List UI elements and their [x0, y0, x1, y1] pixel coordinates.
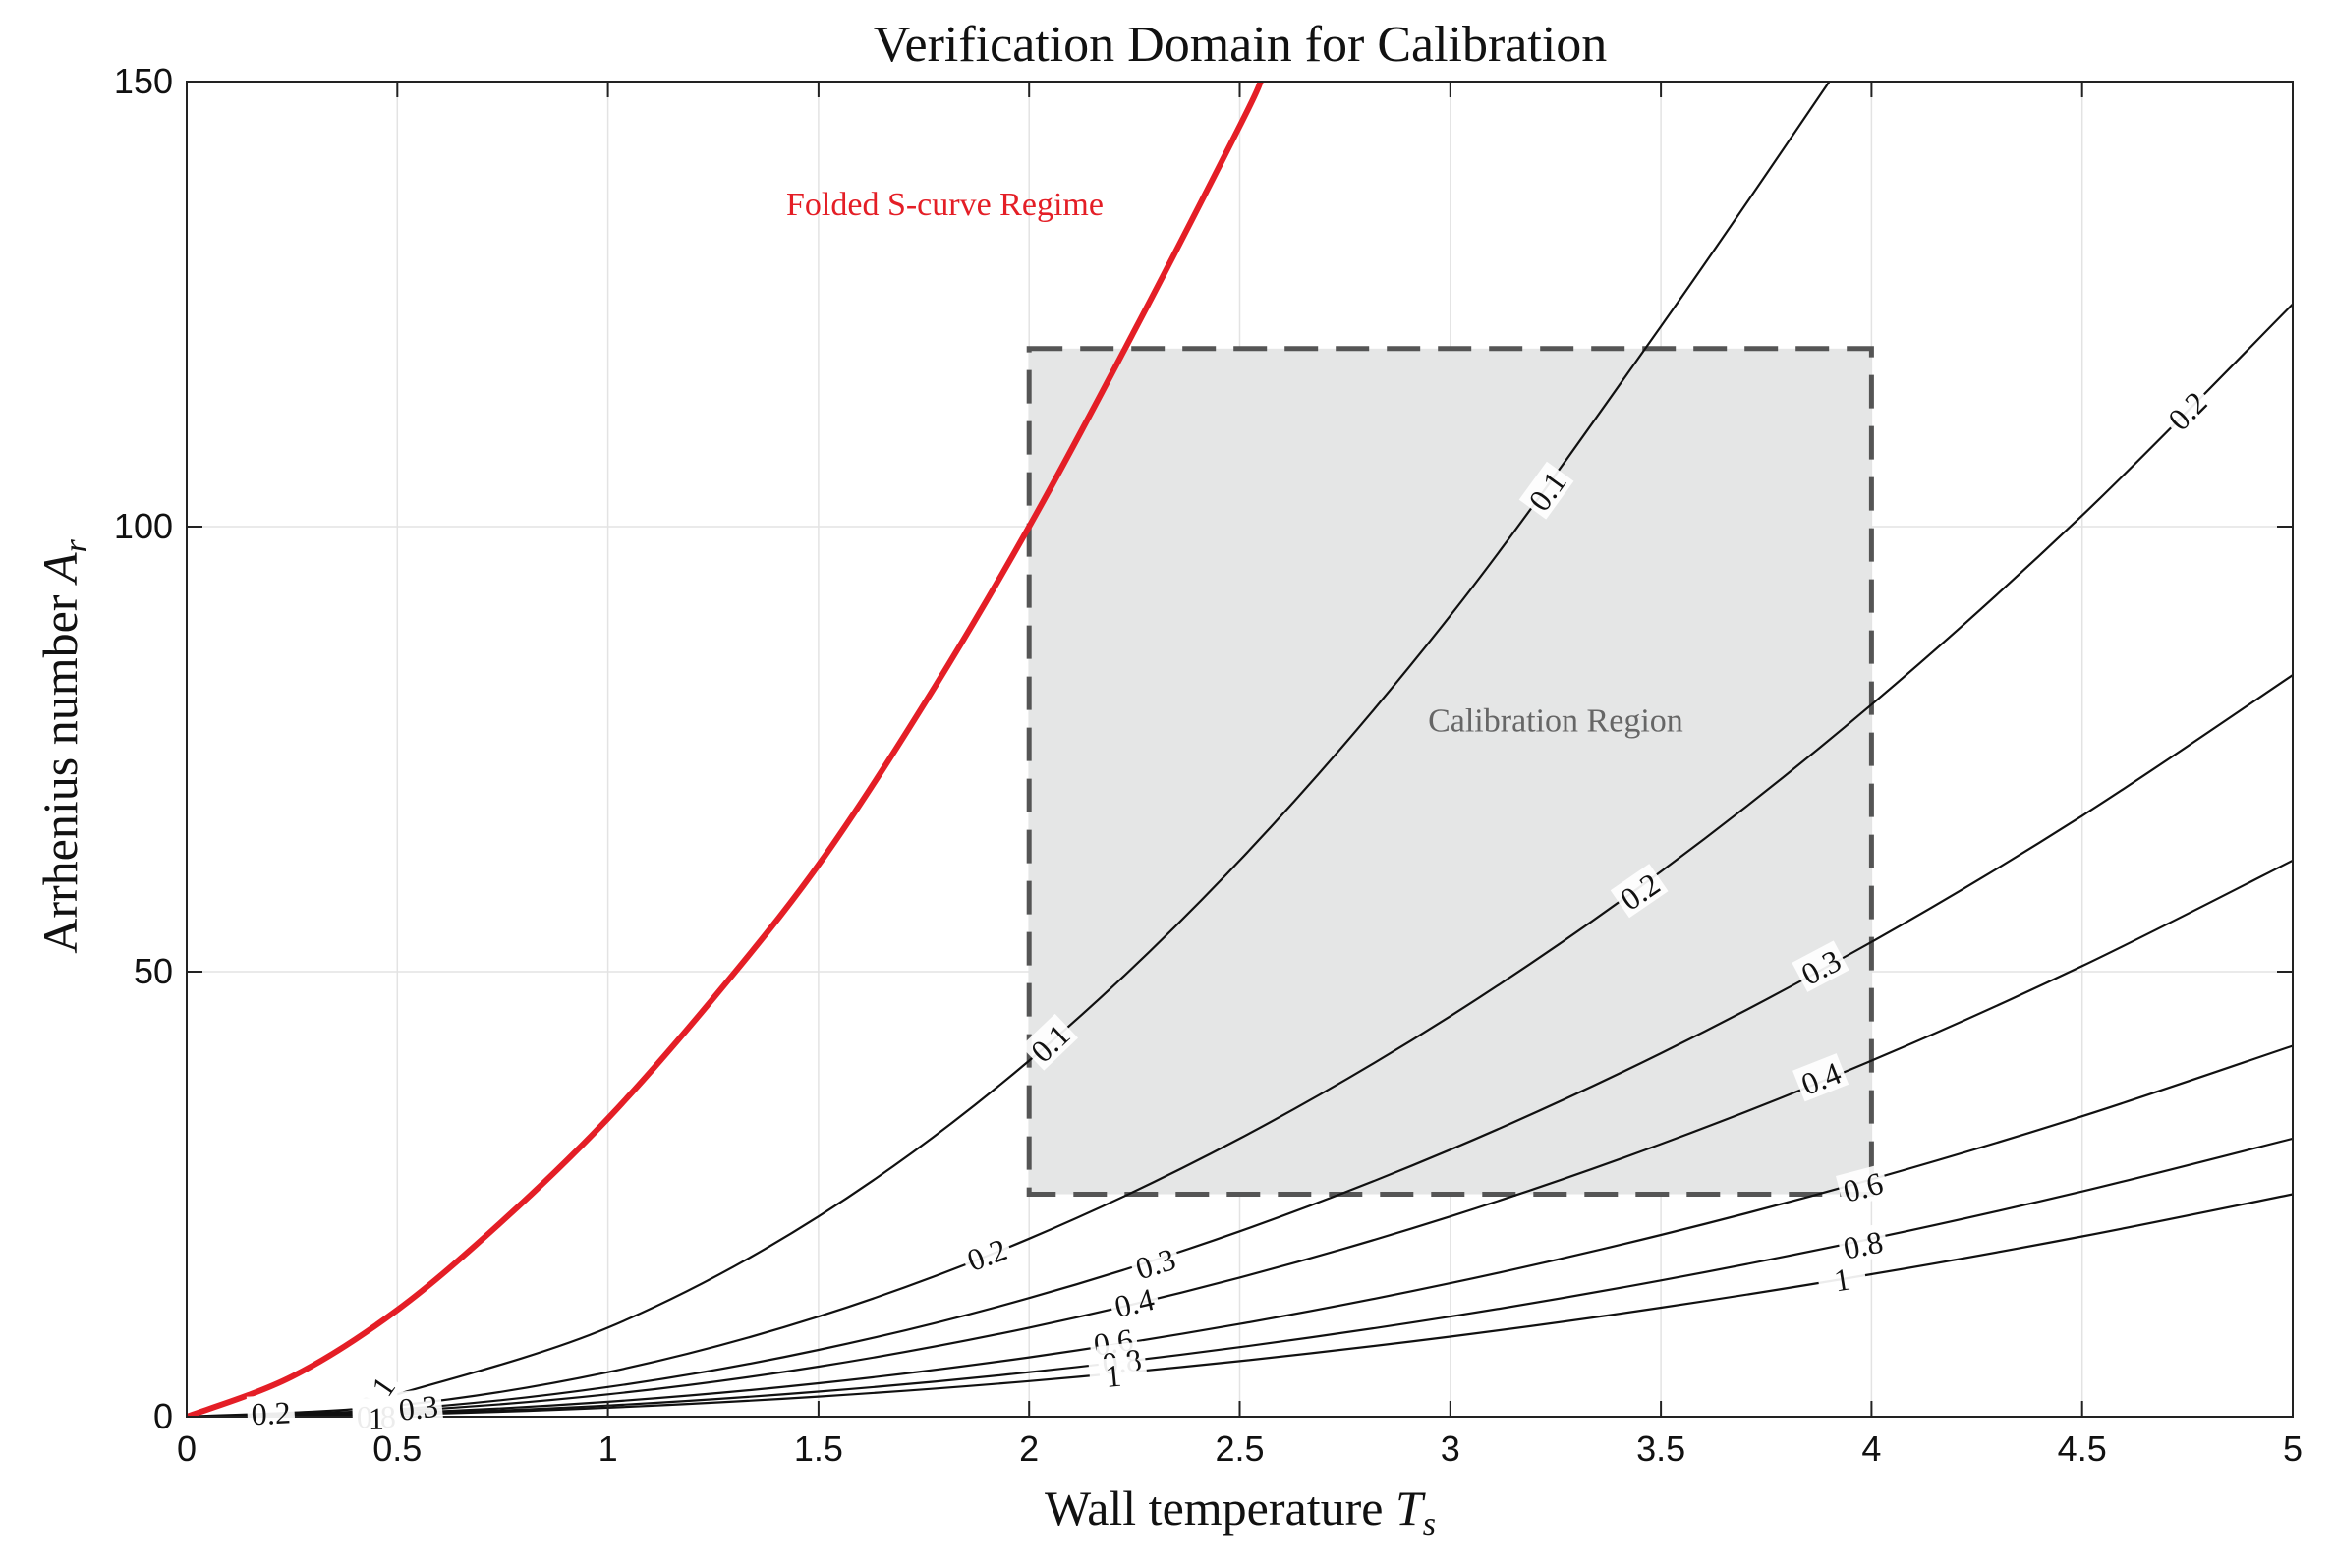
x-tick-label-7: 3.5: [1636, 1428, 1685, 1469]
svg-text:1: 1: [1832, 1260, 1852, 1298]
svg-text:0.8: 0.8: [1841, 1224, 1886, 1266]
x-tick-label-6: 3: [1441, 1428, 1460, 1469]
contour-label-0.4-1: 0.4: [1107, 1279, 1162, 1324]
boundary-line: [187, 82, 1264, 1417]
contour-line-0.4: [187, 859, 2293, 1417]
x-tick-label-2: 1: [598, 1428, 618, 1469]
x-tick-label-9: 4.5: [2058, 1428, 2107, 1469]
region-border: [1026, 346, 1874, 1197]
svg-text:1: 1: [1104, 1358, 1122, 1394]
contour-line-1: [187, 1193, 2293, 1417]
contour-lines: [187, 82, 2293, 1417]
contour-label-0.6-2: 0.6: [1835, 1163, 1891, 1209]
x-tick-label-1: 0.5: [372, 1428, 422, 1469]
y-tick-label-2: 100: [114, 506, 173, 546]
chart-title: Verification Domain for Calibration: [874, 17, 1608, 73]
x-tick-label-5: 2.5: [1215, 1428, 1264, 1469]
svg-text:0.4: 0.4: [1111, 1281, 1158, 1324]
contour-label-0.3-1: 0.3: [1127, 1239, 1183, 1286]
x-tick-label-8: 4: [1861, 1428, 1881, 1469]
contour-label-1-0: 1: [352, 1400, 401, 1436]
y-axis-label: Arrhenius number Ar: [32, 539, 94, 954]
contour-line-0.1: [396, 82, 1831, 1396]
contour-label-0.2-1: 0.2: [958, 1229, 1015, 1278]
contour-label-0.8-2: 0.8: [1836, 1222, 1890, 1266]
contour-line-0.2: [187, 303, 2293, 1417]
svg-text:0.3: 0.3: [397, 1388, 440, 1428]
folded-s-curve-label: Folded S-curve Regime: [786, 187, 1104, 223]
contour-label-1-2: 1: [1815, 1258, 1868, 1300]
x-tick-label-3: 1.5: [794, 1428, 843, 1469]
y-tick-label-1: 50: [134, 951, 173, 991]
y-tick-label-3: 150: [114, 61, 173, 101]
x-tick-label-10: 5: [2283, 1428, 2303, 1469]
contour-label-0.2-0: 0.2: [246, 1394, 296, 1431]
svg-text:0.2: 0.2: [251, 1394, 292, 1431]
contour-label-0.3-0: 0.3: [392, 1387, 444, 1428]
x-axis-label: Wall temperature Ts: [1045, 1481, 1436, 1542]
contour-line-0.6: [187, 1044, 2293, 1417]
x-tick-label-4: 2: [1019, 1428, 1039, 1469]
contour-line-0.3: [187, 674, 2293, 1417]
axes-frame: [186, 81, 2294, 1418]
svg-text:1: 1: [369, 1401, 384, 1436]
y-tick-label-0: 0: [153, 1396, 173, 1436]
calibration-region: [1026, 346, 1874, 1197]
x-tick-label-0: 0: [177, 1428, 197, 1469]
contour-line-0.8: [187, 1137, 2293, 1417]
region-fill: [1029, 348, 1872, 1195]
annotations: Calibration Region Folded S-curve Regime: [786, 187, 1683, 739]
s-curve-boundary: [187, 82, 1264, 1417]
calibration-region-label: Calibration Region: [1428, 702, 1683, 739]
contour-label-1-1: 1: [1088, 1356, 1139, 1394]
